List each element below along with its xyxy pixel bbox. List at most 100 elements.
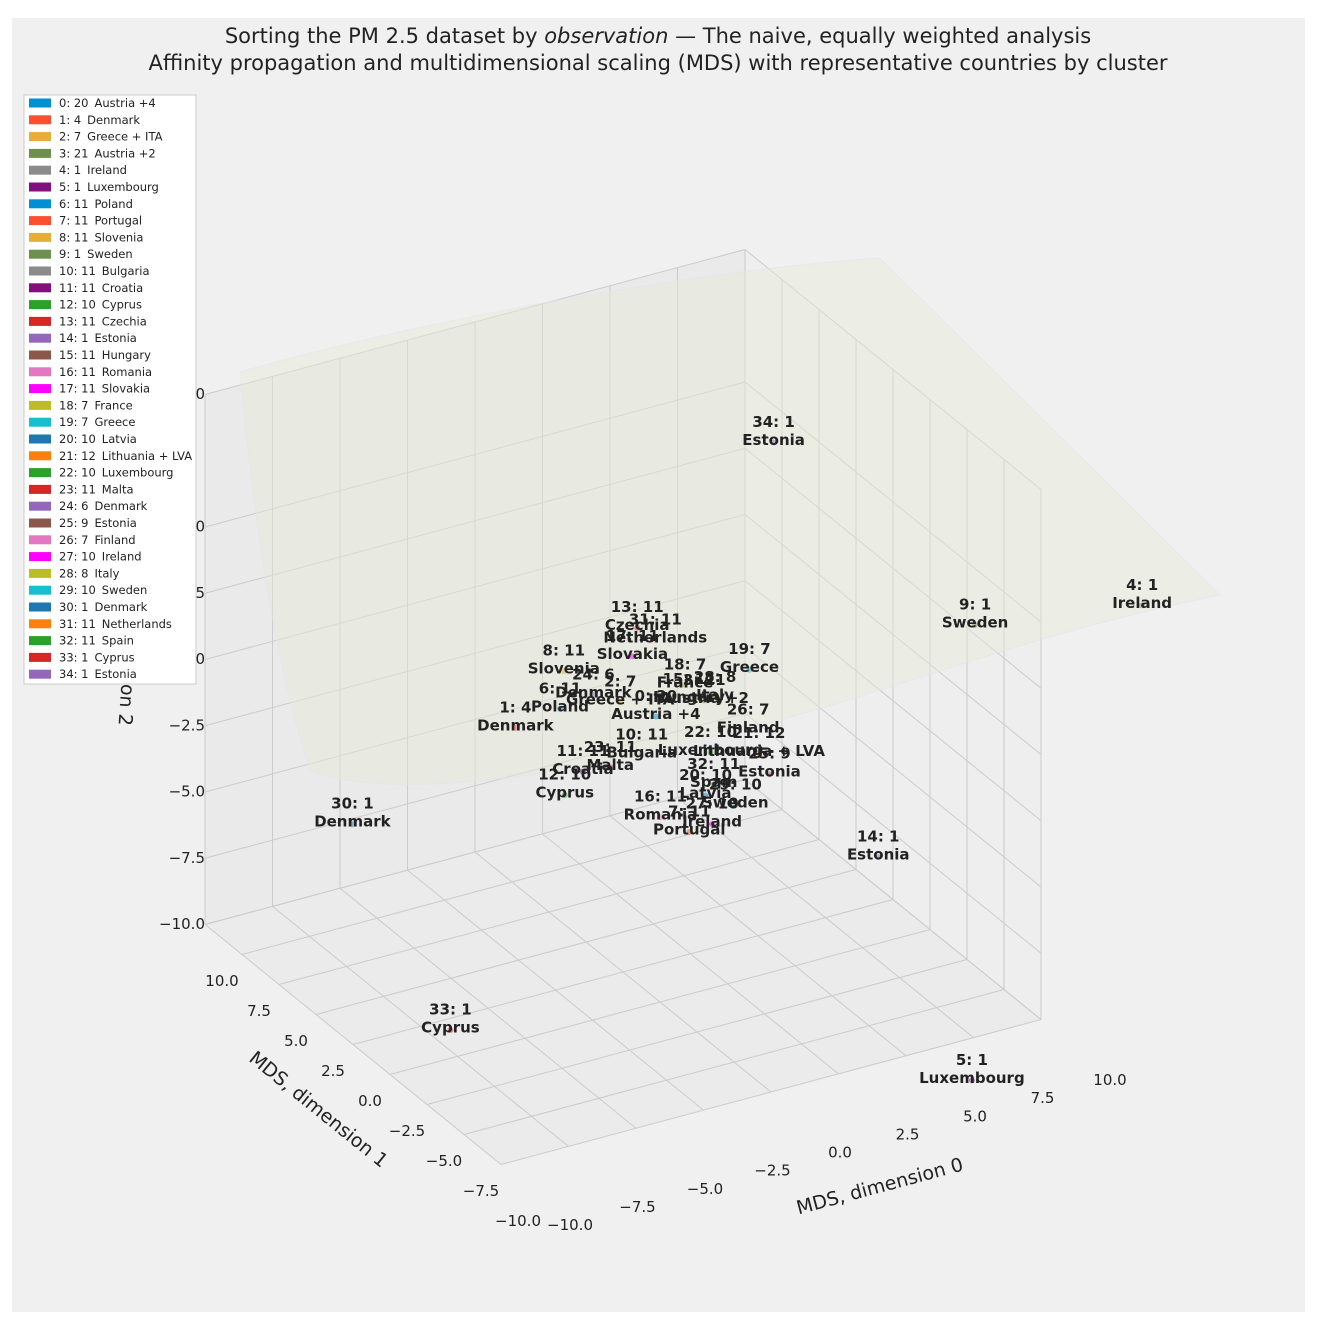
legend-entry: 8: 11 Slovenia — [59, 230, 143, 244]
legend-id: 4: 1 — [59, 163, 81, 177]
legend-entry: 17: 11 Slovakia — [59, 381, 150, 395]
cluster-country: Slovenia — [528, 660, 600, 678]
legend-swatch — [29, 400, 51, 410]
cluster-point — [634, 624, 641, 631]
legend-id: 13: 11 — [59, 314, 96, 328]
x-tick-label: 5.0 — [963, 1107, 987, 1125]
legend-id: 18: 7 — [59, 398, 88, 412]
legend-country: Estonia — [94, 331, 136, 345]
legend-id: 20: 10 — [59, 432, 96, 446]
x-tick-label: −7.5 — [619, 1198, 655, 1216]
cluster-country: Greece + ITA — [566, 691, 675, 709]
legend-swatch — [29, 182, 51, 192]
legend-swatch — [29, 232, 51, 242]
grid-line — [204, 646, 746, 793]
legend-entry: 13: 11 Czechia — [59, 314, 147, 328]
cluster-country: Finland — [717, 719, 780, 737]
cluster-point — [709, 821, 716, 828]
legend-swatch — [29, 434, 51, 444]
legend: 0: 20 Austria +4 1: 4 Denmark 2: 7 Greece + I… — [23, 94, 197, 685]
cluster-point — [710, 781, 717, 788]
legend-id: 0: 20 — [59, 96, 88, 110]
legend-swatch — [29, 619, 51, 629]
title-emphasis: observation — [544, 24, 668, 48]
cluster-point — [732, 802, 739, 809]
y-tick-label: −2.5 — [389, 1122, 425, 1140]
legend-swatch — [29, 132, 51, 142]
x-tick-label: 10.0 — [1093, 1071, 1126, 1089]
cluster-id: 0: 20 — [635, 687, 678, 705]
legend-id: 32: 11 — [59, 633, 96, 647]
legend-entry: 25: 9 Estonia — [59, 516, 137, 530]
legend-entry: 0: 20 Austria +4 — [59, 96, 156, 110]
cluster-country: Hungary — [653, 688, 725, 706]
cluster-id: 7: 11 — [668, 802, 711, 820]
grid-line — [744, 580, 1042, 822]
legend-id: 3: 21 — [59, 146, 88, 160]
cluster-country: Bulgaria — [606, 743, 677, 761]
cluster-point — [972, 621, 979, 628]
legend-entry: 16: 11 Romania — [59, 364, 152, 378]
legend-entry: 6: 11 Poland — [59, 196, 133, 210]
cluster-id: 15: 11 — [663, 670, 716, 688]
cluster-id: 5: 1 — [956, 1051, 988, 1069]
grid-line — [744, 381, 1042, 623]
cluster-id: 16: 11 — [634, 788, 687, 806]
cluster-id: 8: 11 — [543, 642, 586, 660]
legend-id: 19: 7 — [59, 415, 88, 429]
cluster-id: 30: 1 — [331, 795, 374, 813]
legend-entry: 29: 10 Sweden — [59, 583, 147, 597]
legend-entry: 23: 11 Malta — [59, 482, 134, 496]
cluster-point — [349, 821, 356, 828]
cluster-id: 29: 10 — [709, 776, 762, 794]
grid-line — [204, 249, 746, 395]
grid-line — [204, 514, 746, 660]
legend-country: Portugal — [94, 213, 142, 227]
grid-line — [426, 959, 968, 1105]
legend-id: 26: 7 — [59, 532, 88, 546]
cluster-country: Estonia — [738, 763, 801, 781]
cluster-country: Sweden — [942, 613, 1008, 631]
cluster-id: 3: 21 — [683, 671, 726, 689]
x-tick-label: 2.5 — [896, 1125, 920, 1143]
legend-country: Denmark — [87, 112, 140, 126]
legend-country: Luxembourg — [87, 180, 159, 194]
cluster-point — [617, 699, 624, 706]
legend-entry: 18: 7 France — [59, 398, 133, 412]
legend-id: 7: 11 — [59, 213, 88, 227]
legend-id: 22: 10 — [59, 465, 96, 479]
legend-entry: 15: 11 Hungary — [59, 348, 151, 362]
cluster-id: 25: 9 — [748, 745, 791, 763]
cluster-id: 27: 10 — [686, 795, 739, 813]
title-text: — The naive, equally weighted analysis — [675, 24, 1091, 48]
cluster-point — [702, 792, 709, 799]
cluster-country: Estonia — [847, 846, 910, 864]
cluster-country: Denmark — [314, 813, 391, 831]
cluster-country: Spain — [690, 773, 737, 791]
legend-swatch — [29, 552, 51, 562]
legend-entry: 3: 21 Austria +2 — [59, 146, 156, 160]
cluster-point — [766, 771, 773, 778]
cluster-id: 32: 11 — [687, 755, 740, 773]
legend-id: 21: 12 — [59, 448, 96, 462]
legend-country: Italy — [94, 566, 119, 580]
legend-id: 23: 11 — [59, 482, 96, 496]
legend-entry: 22: 10 Luxembourg — [59, 465, 173, 479]
grid-line — [352, 899, 894, 1045]
legend-country: Estonia — [94, 516, 136, 530]
legend-id: 16: 11 — [59, 364, 96, 378]
cluster-point — [607, 764, 614, 771]
cluster-country: Greece — [720, 658, 779, 676]
legend-entry: 10: 11 Bulgaria — [59, 264, 150, 278]
legend-country: Ireland — [87, 163, 127, 177]
legend-country: Hungary — [102, 348, 151, 362]
cluster-country: Malta — [586, 756, 633, 774]
legend-entry: 11: 11 Croatia — [59, 280, 143, 294]
y-tick-label: −7.5 — [463, 1182, 499, 1200]
grid-line — [241, 809, 783, 955]
legend-swatch — [29, 568, 51, 578]
grid-line — [744, 249, 1042, 490]
legend-id: 14: 1 — [59, 331, 88, 345]
